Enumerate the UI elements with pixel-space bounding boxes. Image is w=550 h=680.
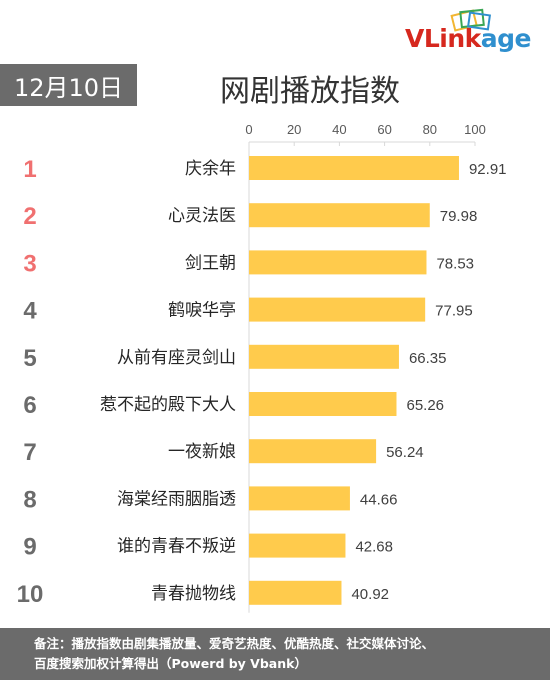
value-label: 78.53: [436, 255, 474, 272]
value-label: 44.66: [360, 491, 398, 508]
rank-number: 1: [23, 156, 36, 183]
bar: [249, 203, 430, 228]
rank-number: 8: [23, 486, 36, 513]
rank-number: 4: [23, 298, 37, 325]
value-label: 42.68: [355, 539, 393, 556]
value-label: 77.95: [435, 303, 473, 320]
bar: [249, 580, 342, 605]
value-label: 79.98: [440, 208, 478, 225]
date-badge: 12月10日: [0, 64, 137, 106]
rank-number: 2: [23, 203, 36, 230]
bar: [249, 344, 399, 369]
logo-text-part1: VLink: [405, 24, 481, 53]
category-label: 从前有座灵剑山: [117, 348, 236, 368]
footer-note: 备注：播放指数由剧集播放量、爱奇艺热度、优酷热度、社交媒体讨论、 百度搜索加权计…: [0, 628, 550, 680]
category-label: 鹤唳华亭: [168, 301, 236, 321]
bar: [249, 156, 459, 180]
footer-line-2: 百度搜索加权计算得出（Powerd by Vbank）: [34, 656, 307, 671]
bar-chart: 0 20 40 60 80 100 1 庆余年 92.91 2 心灵法医 79.98 3 剑王朝 78.53…: [17, 122, 507, 613]
vlinkage-logo: VLinkage: [405, 8, 545, 58]
category-label: 剑王朝: [185, 253, 236, 273]
x-tick-label: 0: [245, 122, 252, 137]
value-label: 92.91: [469, 161, 507, 178]
category-label: 一夜新娘: [168, 442, 236, 462]
rank-number: 5: [23, 345, 36, 372]
value-label: 66.35: [409, 350, 447, 367]
x-tick-label: 60: [377, 122, 391, 137]
footer-line-1: 备注：播放指数由剧集播放量、爱奇艺热度、优酷热度、社交媒体讨论、: [34, 636, 435, 651]
date-label: 12月10日: [13, 73, 124, 102]
category-label: 海棠经雨胭脂透: [117, 489, 236, 509]
x-tick-label: 20: [287, 122, 301, 137]
x-tick-label: 40: [332, 122, 346, 137]
bar: [249, 297, 426, 322]
logo-frames-icon: [450, 8, 492, 32]
category-label: 惹不起的殿下大人: [100, 395, 236, 415]
rank-number: 9: [23, 534, 36, 561]
rank-number: 3: [23, 250, 36, 277]
page-title: 网剧播放指数: [220, 74, 400, 109]
x-tick-label: 80: [423, 122, 437, 137]
logo-text: VLinkage: [405, 24, 532, 53]
bar: [249, 439, 377, 464]
bar: [249, 250, 427, 275]
category-label: 庆余年: [185, 159, 236, 179]
value-label: 65.26: [406, 397, 444, 414]
category-label: 心灵法医: [168, 206, 236, 226]
rank-number: 10: [17, 581, 44, 608]
bar: [249, 486, 350, 511]
bar: [249, 392, 397, 416]
rank-number: 7: [23, 439, 36, 466]
category-label: 谁的青春不叛逆: [117, 537, 236, 557]
rank-number: 6: [23, 392, 36, 419]
value-label: 40.92: [351, 586, 389, 603]
x-tick-label: 100: [464, 122, 486, 137]
value-label: 56.24: [386, 444, 424, 461]
logo-text-part2: age: [480, 24, 532, 53]
bar: [249, 533, 346, 558]
category-label: 青春抛物线: [151, 584, 236, 604]
